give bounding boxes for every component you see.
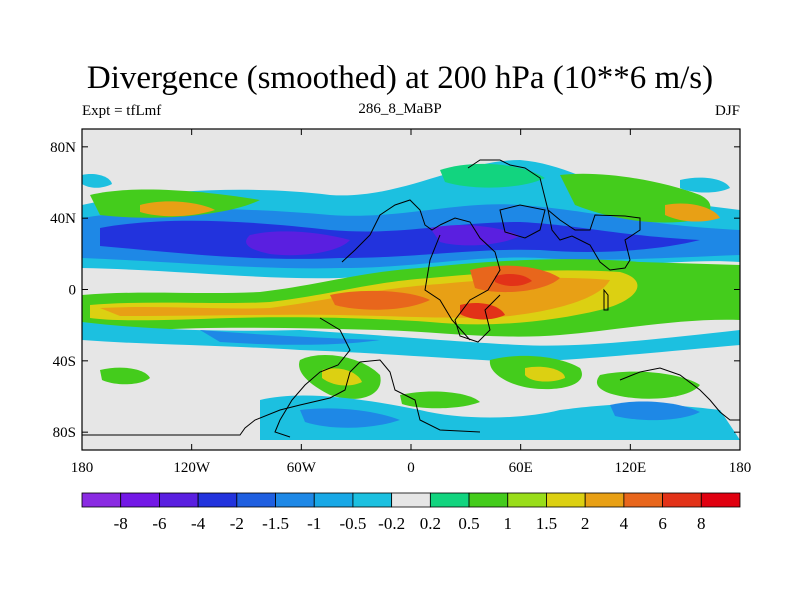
- colorbar-swatch: [159, 492, 199, 508]
- colorbar-swatch: [236, 492, 276, 508]
- colorbar-label: -4: [191, 514, 206, 533]
- experiment-label: Expt = tfLmf: [82, 103, 162, 119]
- colorbar-label: 1: [504, 514, 513, 533]
- contour-tropical-core-io: [460, 303, 505, 320]
- contour-arctic-lobe: [440, 163, 545, 188]
- chart-title: Divergence (smoothed) at 200 hPa (10**6 …: [86, 60, 714, 96]
- x-tick-label: 60W: [287, 460, 317, 476]
- contour-tropical-core-atl: [330, 290, 430, 310]
- contour-antarctic-green: [400, 391, 480, 409]
- contour-np-lobe-core: [140, 201, 215, 217]
- colorbar-label: -6: [152, 514, 166, 533]
- y-tick-label: 80S: [53, 425, 76, 441]
- colorbar-swatch: [81, 492, 122, 508]
- y-tick-label: 80N: [50, 140, 76, 156]
- colorbar-swatch: [391, 492, 431, 508]
- coast-australia: [619, 367, 740, 421]
- season-label: DJF: [714, 103, 740, 119]
- contour-asia-lobe-core: [665, 203, 720, 222]
- coast-north-america: [341, 199, 441, 263]
- contour-southern-ocean-right: [610, 401, 700, 421]
- contour-nh-core: [246, 231, 350, 256]
- colorbar-label: 6: [658, 514, 667, 533]
- colorbar-swatch: [313, 492, 354, 508]
- x-axis: 180 120W 60W 0 60E 120E 180: [71, 129, 752, 476]
- contour-sa-core: [322, 368, 362, 386]
- coast-greenland: [499, 204, 546, 239]
- y-tick-label: 40N: [50, 211, 76, 227]
- coast-eurasia: [467, 159, 641, 271]
- coast-africa: [424, 234, 471, 341]
- colorbar-label: -0.5: [339, 514, 366, 533]
- colorbar: -8 -6 -4 -2 -1.5 -1 -0.5 -0.2 0.2 0.5 1 1.5 2 4 6 8: [81, 492, 741, 533]
- colorbar-swatch: [429, 492, 470, 508]
- colorbar-swatch: [700, 492, 741, 508]
- contour-sh-band-inner: [200, 330, 380, 345]
- y-tick-label: 0: [69, 283, 77, 299]
- contour-fields: [82, 160, 740, 440]
- coast-south-america: [274, 317, 351, 438]
- contour-australia-patch: [596, 371, 700, 399]
- colorbar-label: 0.2: [420, 514, 441, 533]
- colorbar-label: -2: [230, 514, 244, 533]
- colorbar-swatch: [662, 492, 702, 508]
- x-tick-label: 60E: [509, 460, 533, 476]
- x-tick-label: 180: [71, 460, 94, 476]
- contour-sp-patch: [100, 367, 150, 385]
- coast-antarctica: [82, 359, 481, 436]
- run-label: 286_8_MaBP: [358, 101, 442, 117]
- colorbar-swatch: [546, 492, 586, 508]
- x-tick-label: 0: [407, 460, 415, 476]
- contour-nh-bluepatch-1: [680, 177, 730, 193]
- colorbar-label: 1.5: [536, 514, 557, 533]
- colorbar-swatch: [584, 492, 625, 508]
- x-tick-label: 180: [729, 460, 752, 476]
- coast-europe: [439, 217, 501, 343]
- colorbar-swatch: [623, 492, 663, 508]
- colorbar-label: 8: [697, 514, 706, 533]
- contour-southern-ocean-mid: [300, 408, 400, 428]
- coast-seasia: [603, 288, 609, 311]
- contour-nh-bluepatch-2: [82, 174, 112, 188]
- colorbar-swatch: [352, 492, 393, 508]
- colorbar-label: -1: [307, 514, 321, 533]
- colorbar-swatch: [120, 492, 160, 508]
- colorbar-label: -0.2: [378, 514, 405, 533]
- colorbar-swatch: [468, 492, 509, 508]
- x-tick-label: 120E: [614, 460, 646, 476]
- coastlines: [82, 159, 740, 438]
- contour-nh-core-2: [430, 225, 520, 246]
- colorbar-label: -8: [114, 514, 128, 533]
- y-tick-label: 40S: [53, 354, 76, 370]
- contour-sh-band-outer: [82, 322, 740, 362]
- contour-indian-core: [525, 366, 565, 382]
- contour-nh-band-inner: [100, 220, 700, 259]
- colorbar-label: -1.5: [262, 514, 289, 533]
- colorbar-swatch: [275, 492, 315, 508]
- colorbar-swatch: [197, 492, 238, 508]
- x-tick-label: 120W: [173, 460, 211, 476]
- colorbar-label: 2: [581, 514, 590, 533]
- colorbar-swatch: [507, 492, 547, 508]
- contour-tropical-core-africa-max: [495, 273, 532, 286]
- colorbar-label: 0.5: [458, 514, 479, 533]
- y-axis: 80N 40N 0 40S 80S: [50, 140, 740, 441]
- colorbar-label: 4: [620, 514, 629, 533]
